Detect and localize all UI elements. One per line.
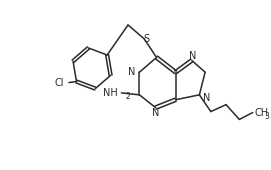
Text: N: N: [203, 93, 211, 103]
Text: N: N: [152, 108, 159, 117]
Text: 2: 2: [125, 92, 130, 101]
Text: CH: CH: [254, 108, 269, 117]
Text: N: N: [128, 67, 136, 77]
Text: S: S: [143, 34, 149, 44]
Text: Cl: Cl: [55, 78, 64, 88]
Text: N: N: [189, 52, 196, 62]
Text: 3: 3: [264, 112, 269, 121]
Text: NH: NH: [103, 88, 118, 98]
